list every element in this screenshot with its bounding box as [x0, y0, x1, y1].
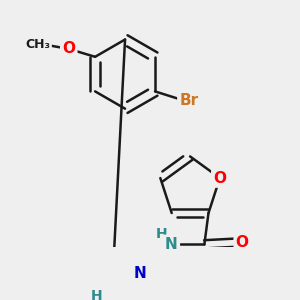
Text: O: O — [213, 171, 226, 186]
Text: H: H — [91, 289, 102, 300]
Text: N: N — [165, 237, 178, 252]
Text: N: N — [134, 266, 146, 280]
Text: CH₃: CH₃ — [25, 38, 50, 51]
Text: O: O — [62, 41, 75, 56]
Text: O: O — [236, 235, 249, 250]
Text: Br: Br — [179, 92, 199, 107]
Text: H: H — [156, 227, 167, 242]
